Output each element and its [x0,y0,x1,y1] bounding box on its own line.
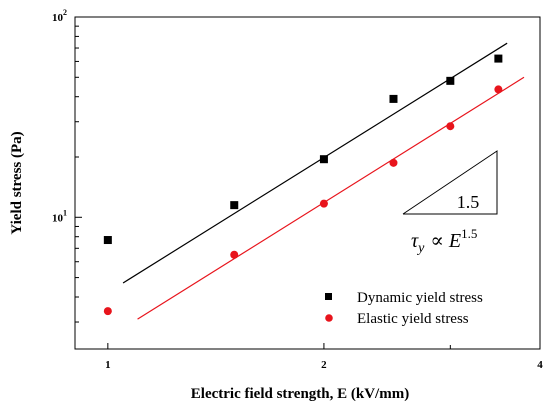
point-dynamic [230,201,239,210]
slope-label: 1.5 [457,192,480,212]
data-points [103,54,503,316]
fit-lines [122,42,525,320]
point-elastic [319,199,328,208]
legend-item-dynamic: Dynamic yield stress [325,290,483,306]
point-dynamic [319,155,328,164]
formula-subscript: y [416,241,425,256]
point-dynamic [389,94,398,103]
x-tick-label: 1 [105,359,111,371]
legend-marker-square [325,293,332,300]
point-elastic [230,250,239,259]
point-dynamic [103,236,112,245]
legend-label-elastic: Elastic yield stress [357,311,469,327]
ticks-layer: 1 2 4 101 102 [52,8,543,371]
fit-line-elastic [137,76,525,320]
plot-frame [74,16,541,350]
point-dynamic [446,76,455,85]
x-tick-label: 2 [321,359,327,371]
fit-line-dynamic [122,42,508,284]
slope-triangle: 1.5 [402,150,498,215]
legend-item-elastic: Elastic yield stress [325,311,469,327]
legend-label-dynamic: Dynamic yield stress [357,290,483,306]
point-elastic [494,85,503,94]
formula-tau: τ [411,230,419,252]
point-elastic [103,307,112,316]
legend: Dynamic yield stress Elastic yield stres… [325,290,483,327]
scaling-formula: τy ∝ E1.5 [411,226,477,256]
y-axis-title: Yield stress (Pa) [9,131,25,234]
point-elastic [446,122,455,131]
x-axis-title: Electric field strength, E (kV/mm) [191,386,409,402]
formula-prop: ∝ E [430,230,461,252]
formula-exponent: 1.5 [461,226,477,241]
y-tick-label: 102 [52,8,67,24]
point-dynamic [494,54,503,63]
legend-marker-circle [325,314,333,322]
x-tick-label: 4 [537,359,543,371]
slope-triangle-shape [402,150,498,215]
svg-text:τy∝ E1.5: τy ∝ E1.5 [411,226,477,256]
y-tick-label: 101 [52,208,67,224]
point-elastic [389,158,398,167]
